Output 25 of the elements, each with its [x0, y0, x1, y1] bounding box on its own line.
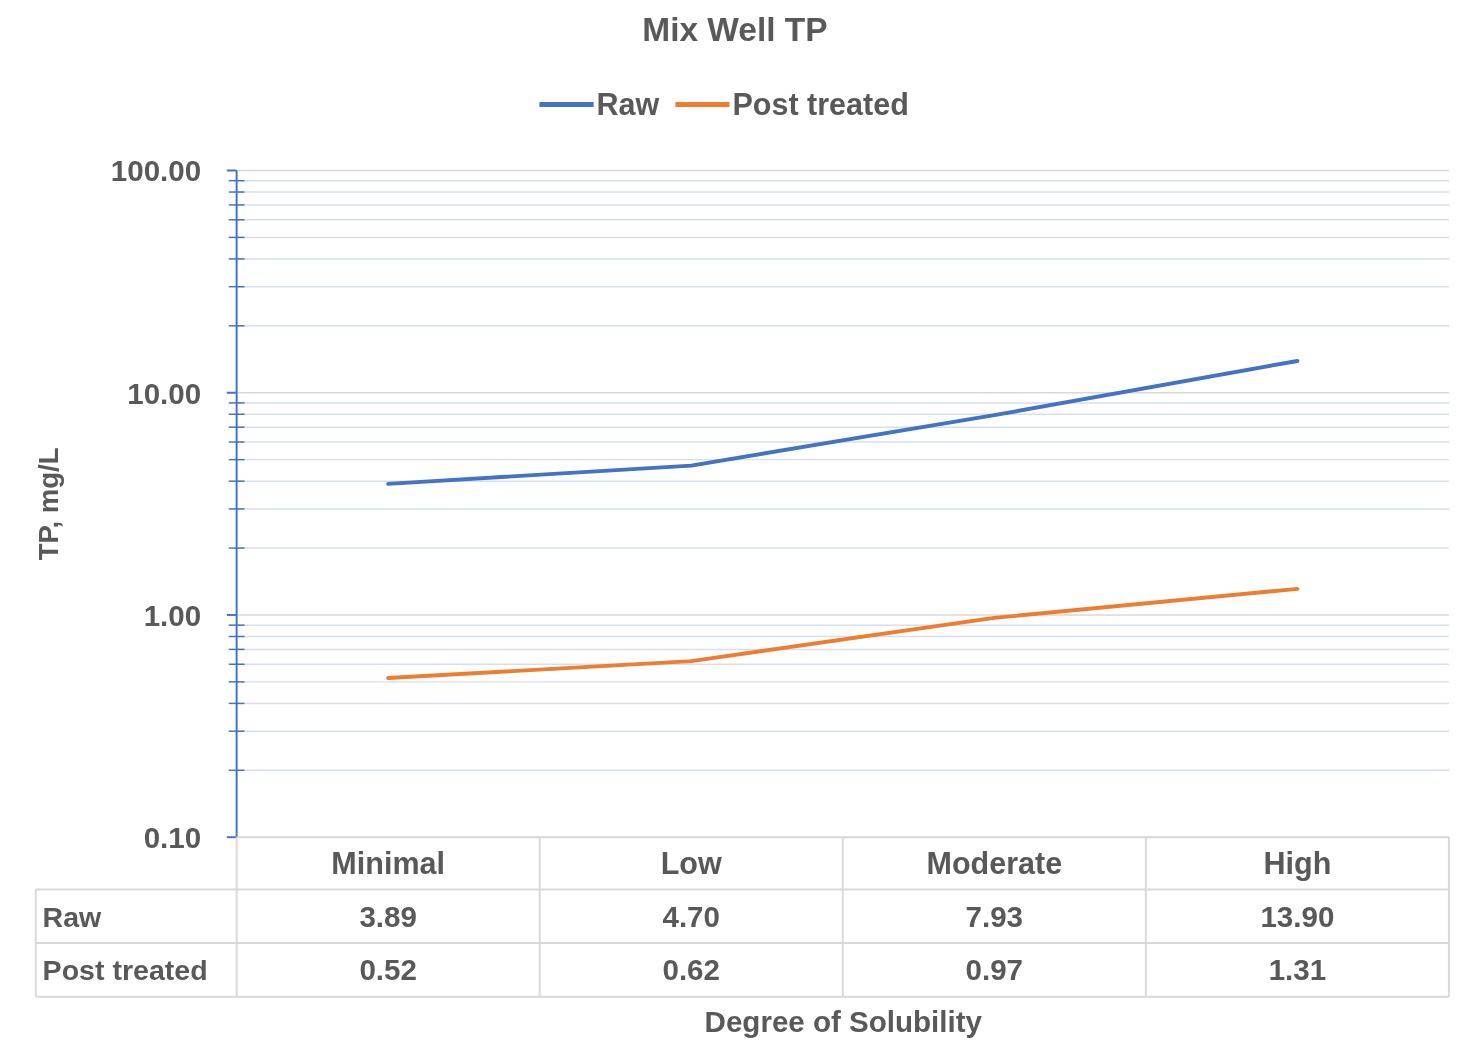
- line-series: [386, 586, 1300, 681]
- data-label: 1.31: [1268, 953, 1327, 987]
- y-tick-label: 1.00: [143, 598, 202, 632]
- y-tick-label: 10.00: [127, 376, 202, 410]
- data-label: 7.93: [965, 899, 1024, 933]
- y-tick-label: 100.00: [110, 154, 202, 188]
- x-tick-label: Moderate: [926, 845, 1063, 880]
- data-label: 0.62: [662, 953, 720, 987]
- text: Post treated: [42, 954, 208, 987]
- data-label: 13.90: [1260, 899, 1335, 933]
- text: Raw: [42, 900, 102, 933]
- data-label: 4.70: [662, 899, 720, 933]
- y-axis-title: TP, mg/L: [33, 447, 65, 561]
- chart-title: Mix Well TP: [642, 11, 828, 49]
- data-label: 0.97: [965, 953, 1024, 987]
- x-tick-label: High: [1263, 845, 1332, 881]
- legend-label: Raw: [596, 87, 660, 122]
- x-tick-label: Minimal: [331, 845, 445, 880]
- x-tick-label: Low: [660, 845, 723, 880]
- data-label: 3.89: [359, 899, 417, 933]
- line-series: [386, 358, 1300, 486]
- legend-label: Post treated: [732, 87, 909, 122]
- x-axis-title: Degree of Solubility: [704, 1005, 983, 1039]
- data-label: 0.52: [359, 953, 417, 987]
- y-tick-label: 0.10: [143, 821, 202, 855]
